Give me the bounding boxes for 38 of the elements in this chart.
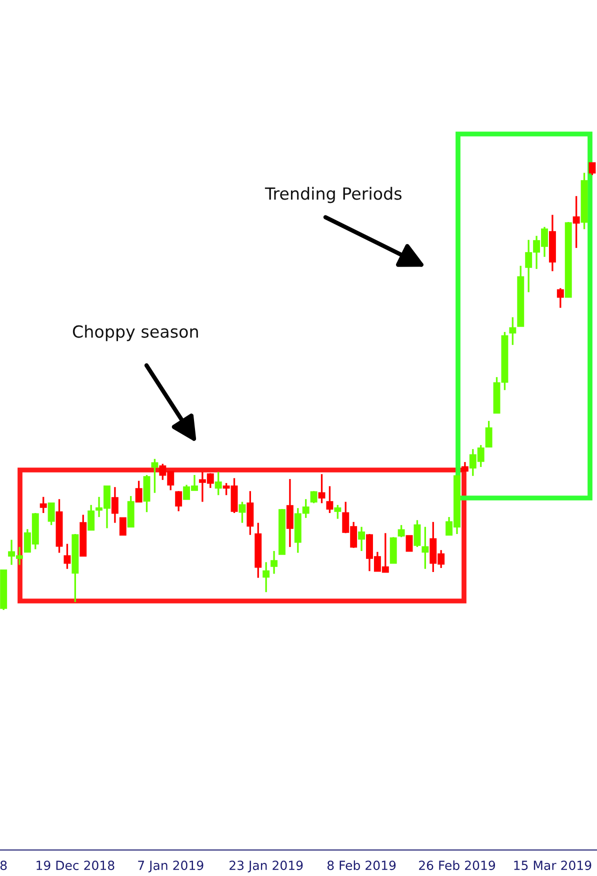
x-tick-label: 8 Feb 2019 bbox=[327, 860, 396, 870]
candlestick bbox=[556, 287, 564, 309]
x-tick-label: 23 Jan 2019 bbox=[230, 860, 303, 872]
candlestick bbox=[64, 543, 71, 570]
candlestick bbox=[262, 561, 270, 593]
candlestick bbox=[214, 471, 222, 496]
candlestick bbox=[119, 517, 126, 536]
x-tick-label: 19 Dec 2018 bbox=[36, 860, 114, 870]
candlestick bbox=[310, 490, 318, 504]
candlestick bbox=[358, 526, 366, 552]
candlestick bbox=[318, 473, 326, 504]
candlestick bbox=[238, 500, 246, 524]
x-tick-label: 8 bbox=[0, 860, 7, 870]
candlestick bbox=[135, 480, 142, 503]
x-tick-label: 15 Mar 2019 bbox=[514, 860, 592, 870]
candlestick bbox=[422, 526, 429, 570]
candlestick bbox=[572, 195, 580, 249]
annotation: Choppy season bbox=[72, 324, 198, 342]
candlestick bbox=[48, 502, 55, 526]
candlestick bbox=[111, 486, 118, 524]
candlestick bbox=[588, 162, 596, 176]
candlestick bbox=[406, 535, 413, 552]
candlestick bbox=[334, 504, 342, 520]
candlestick bbox=[246, 490, 254, 536]
x-tick-label: 7 Jan 2019 bbox=[138, 860, 204, 872]
candlestick bbox=[270, 550, 278, 575]
candlestick bbox=[326, 485, 334, 514]
candlestick bbox=[175, 490, 182, 512]
candlestick bbox=[509, 316, 516, 346]
candlestick bbox=[40, 496, 47, 514]
candlestick bbox=[398, 524, 405, 538]
candlestick bbox=[414, 519, 421, 548]
annotation: Trending Periods bbox=[264, 186, 402, 204]
candlestick bbox=[286, 478, 294, 548]
candlestick bbox=[485, 420, 492, 448]
candlestick bbox=[151, 458, 158, 494]
x-tick-label: 26 Feb 2019 bbox=[419, 860, 496, 870]
candlestick bbox=[88, 504, 95, 531]
